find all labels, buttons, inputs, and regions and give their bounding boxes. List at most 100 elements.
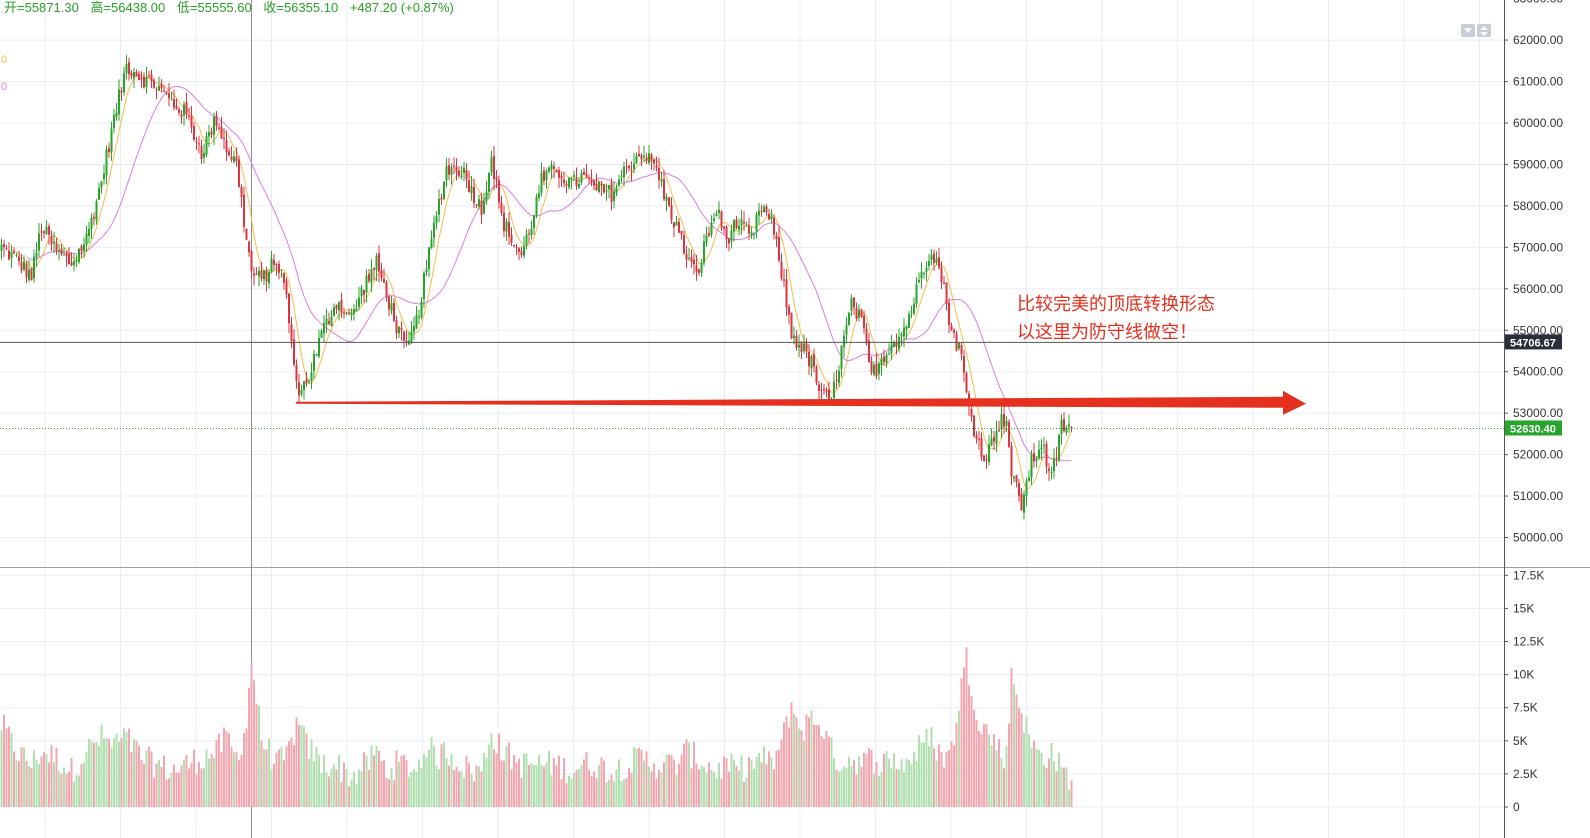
volume-bar-down [395, 750, 398, 807]
candle-down [1015, 475, 1018, 482]
candle-down [520, 251, 523, 256]
volume-bar-up [755, 757, 758, 807]
volume-bar-up [733, 760, 735, 807]
volume-bar-up [1050, 742, 1053, 807]
candle-up [623, 166, 625, 178]
candle-down [8, 250, 10, 260]
volume-bar-up [73, 781, 75, 807]
expand-button-bg[interactable] [1477, 24, 1491, 37]
volume-bar-down [285, 746, 288, 807]
candle-down [188, 115, 190, 117]
volume-bar-up [1028, 734, 1030, 807]
volume-bar-down [628, 767, 630, 807]
candle-down [500, 202, 503, 214]
volume-bar-down [543, 766, 545, 807]
volume-bar-up [830, 737, 833, 807]
candle-down [565, 183, 568, 186]
volume-bar-up [930, 726, 933, 807]
volume-bar-down [248, 687, 250, 807]
volume-bar-up [375, 746, 378, 807]
candle-down [860, 309, 863, 317]
candle-up [98, 187, 100, 200]
candle-down [328, 321, 330, 324]
volume-bar-down [400, 755, 403, 807]
candle-down [1055, 457, 1058, 459]
candle-up [903, 327, 905, 337]
volume-bar-down [695, 763, 698, 807]
volume-axis[interactable]: 0 2.5K 5K 7.5K 10K 12.5K 15K 17.5K [1504, 568, 1544, 814]
volume-bar-up [38, 763, 40, 807]
candle-up [738, 225, 740, 230]
candle-down [975, 435, 978, 439]
candle-down [388, 296, 390, 310]
candle-down [690, 257, 693, 262]
caret-down-icon [1464, 28, 1472, 33]
volume-bar-down [610, 774, 613, 807]
volume-bar-up [578, 769, 580, 807]
volume-bar-up [1065, 767, 1068, 807]
candle-up [433, 222, 435, 238]
candle-up [1038, 449, 1040, 459]
candle-down [228, 151, 230, 156]
volume-bar-up [738, 770, 740, 807]
candle-down [938, 257, 940, 268]
volume-bar-down [195, 774, 198, 807]
volume-bar-down [8, 726, 10, 807]
candle-down [870, 361, 873, 373]
candle-up [763, 206, 765, 213]
volume-bar-up [523, 753, 525, 807]
candle-up [123, 73, 125, 93]
updown-icon [1480, 26, 1488, 36]
candle-down [778, 236, 780, 261]
volume-bar-up [415, 772, 418, 807]
volume-bar-down [823, 738, 825, 807]
volume-bar-down [198, 762, 200, 807]
volume-tick-label: 0 [1513, 800, 1520, 814]
last-price-tag: 52630.40 [1510, 423, 1556, 435]
candle-down [68, 254, 70, 264]
volume-bar-down [475, 765, 478, 807]
candle-up [688, 257, 690, 259]
volume-bar-up [530, 763, 533, 807]
candle-down [265, 269, 268, 282]
candle-up [430, 238, 433, 249]
volume-bar-up [1013, 684, 1015, 807]
candle-down [560, 175, 563, 179]
price-tick-label: 63000.00 [1513, 0, 1563, 6]
candle-down [120, 90, 123, 93]
volume-bar-down [348, 786, 350, 807]
volume-bar-up [935, 760, 938, 807]
candle-down [760, 210, 763, 212]
price-axis[interactable]: 50000.00 51000.00 52000.00 53000.00 54000.00… [1504, 0, 1563, 545]
candle-down [128, 62, 130, 75]
volume-bar-up [675, 775, 678, 807]
candle-up [568, 178, 570, 188]
volume-bar-down [163, 755, 165, 807]
volume-bar-up [203, 767, 205, 807]
volume-bar-down [190, 762, 193, 807]
volume-bar-down [765, 764, 768, 807]
candle-up [330, 316, 333, 327]
volume-bar-up [745, 777, 748, 807]
candle-down [240, 186, 243, 198]
volume-bar-up [580, 765, 583, 807]
candle-down [475, 204, 478, 206]
candle-down [193, 126, 195, 140]
candle-down [178, 109, 180, 113]
candle-up [133, 72, 135, 79]
candle-up [620, 176, 623, 178]
candle-up [538, 193, 540, 199]
volume-bar-down [278, 749, 280, 807]
candle-down [348, 312, 350, 314]
candle-up [443, 181, 445, 199]
volume-bar-up [700, 765, 703, 807]
candle-down [180, 114, 183, 118]
candle-up [990, 439, 993, 446]
volume-bar-up [750, 759, 753, 807]
volume-bar-up [315, 747, 318, 807]
volume-bar-up [310, 739, 313, 807]
collapse-button[interactable] [1461, 24, 1475, 37]
expand-button[interactable] [1477, 24, 1491, 37]
